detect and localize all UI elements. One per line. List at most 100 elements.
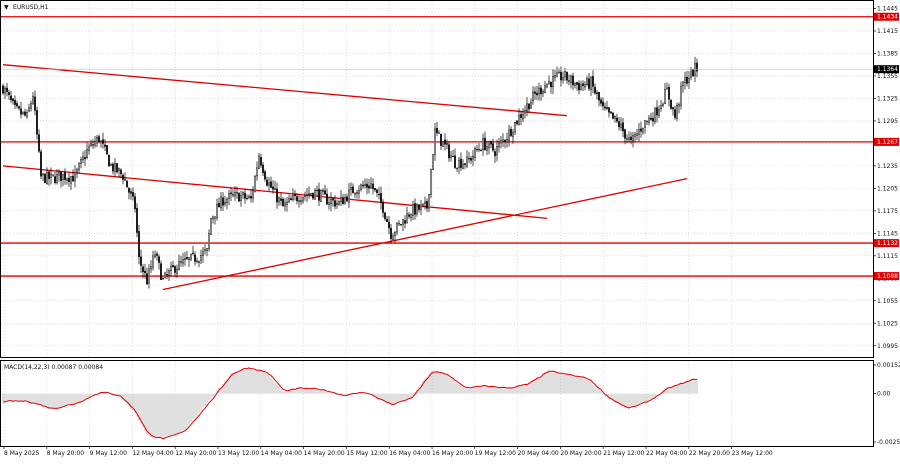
candle-body	[580, 84, 582, 91]
menu-glyph[interactable]: ▼	[4, 4, 9, 11]
candle-body	[434, 128, 436, 155]
candle-body	[462, 163, 464, 169]
candle-body	[558, 71, 560, 74]
candle-body	[650, 117, 652, 120]
candle-body	[306, 194, 308, 196]
current-price-bg	[874, 65, 899, 74]
candle-body	[600, 99, 602, 104]
candle-body	[360, 184, 362, 190]
candle-body	[542, 91, 544, 94]
candle-body	[190, 253, 192, 260]
candle-body	[174, 266, 176, 273]
candle-body	[328, 202, 330, 205]
candle-body	[268, 182, 270, 186]
candle-body	[92, 144, 94, 146]
candle-body	[78, 163, 80, 171]
candle-body	[40, 151, 42, 177]
time-tick-label: 22 May 20:00	[689, 450, 730, 457]
candle-body	[66, 178, 68, 181]
candle-body	[84, 157, 86, 160]
candle-body	[472, 155, 474, 160]
candle-body	[340, 197, 342, 203]
candle-body	[402, 219, 404, 225]
time-tick-label: 20 May 04:00	[518, 450, 559, 457]
level-label: 1.1267	[877, 139, 898, 146]
candle-body	[302, 196, 304, 202]
candle-body	[48, 171, 50, 180]
candle-body	[552, 76, 554, 88]
candle-body	[216, 204, 218, 219]
level-label: 1.1088	[877, 273, 898, 280]
candle-body	[252, 190, 254, 199]
candle-body	[446, 143, 448, 145]
candle-body	[672, 107, 674, 110]
candle-body	[394, 232, 396, 236]
candle-body	[64, 172, 66, 180]
candle-body	[438, 132, 440, 134]
candle-body	[652, 117, 654, 122]
candle-body	[588, 78, 590, 89]
candle-body	[74, 172, 76, 181]
candle-body	[508, 129, 510, 141]
candle-body	[454, 155, 456, 168]
time-tick-label: 23 May 12:00	[732, 450, 773, 457]
candle-body	[2, 85, 4, 94]
candle-body	[242, 192, 244, 195]
candle-body	[286, 201, 288, 205]
candle-body	[238, 193, 240, 202]
candle-body	[576, 82, 578, 85]
candle-body	[642, 128, 644, 133]
candle-body	[160, 263, 162, 281]
candle-body	[182, 259, 184, 264]
candle-body	[128, 188, 130, 193]
candle-body	[440, 133, 442, 146]
candle-body	[308, 193, 310, 195]
trendlines	[2, 64, 688, 291]
candle-body	[378, 193, 380, 196]
candle-body	[560, 71, 562, 81]
candle-body	[322, 190, 324, 192]
candle-body	[568, 80, 570, 82]
candle-body	[660, 105, 662, 109]
candle-body	[614, 116, 616, 119]
candle-body	[146, 273, 148, 285]
candle-body	[124, 179, 126, 181]
candle-body	[58, 171, 60, 176]
candle-body	[100, 140, 102, 143]
candle-body	[22, 111, 24, 114]
candle-body	[514, 122, 516, 133]
candle-body	[204, 249, 206, 251]
candle-body	[134, 196, 136, 210]
candle-body	[678, 104, 680, 107]
candle-body	[628, 137, 630, 140]
candle-body	[406, 213, 408, 224]
candle-body	[690, 69, 692, 78]
price-tick-label: 1.1055	[877, 298, 898, 305]
candle-body	[416, 203, 418, 215]
candle-body	[582, 83, 584, 86]
candle-body	[310, 193, 312, 195]
time-tick-label: 8 May 20:00	[47, 450, 85, 457]
candle-body	[30, 103, 32, 109]
candle-body	[220, 196, 222, 209]
time-tick-label: 21 May 12:00	[603, 450, 644, 457]
candle-body	[610, 111, 612, 114]
candle-body	[90, 143, 92, 146]
candle-body	[290, 198, 292, 201]
macd-indicator	[2, 367, 698, 440]
candle-body	[530, 101, 532, 109]
candle-body	[106, 145, 108, 155]
candle-body	[4, 87, 6, 94]
candle-body	[390, 227, 392, 239]
candle-body	[538, 87, 540, 95]
symbol-title[interactable]: ▼ EURUSD,H1	[4, 4, 49, 11]
candle-body	[8, 92, 10, 95]
candle-body	[484, 137, 486, 151]
candle-body	[476, 149, 478, 151]
candle-body	[150, 266, 152, 270]
candle-body	[408, 214, 410, 217]
candle-body	[432, 154, 434, 170]
candle-body	[44, 173, 46, 184]
candle-body	[72, 175, 74, 182]
